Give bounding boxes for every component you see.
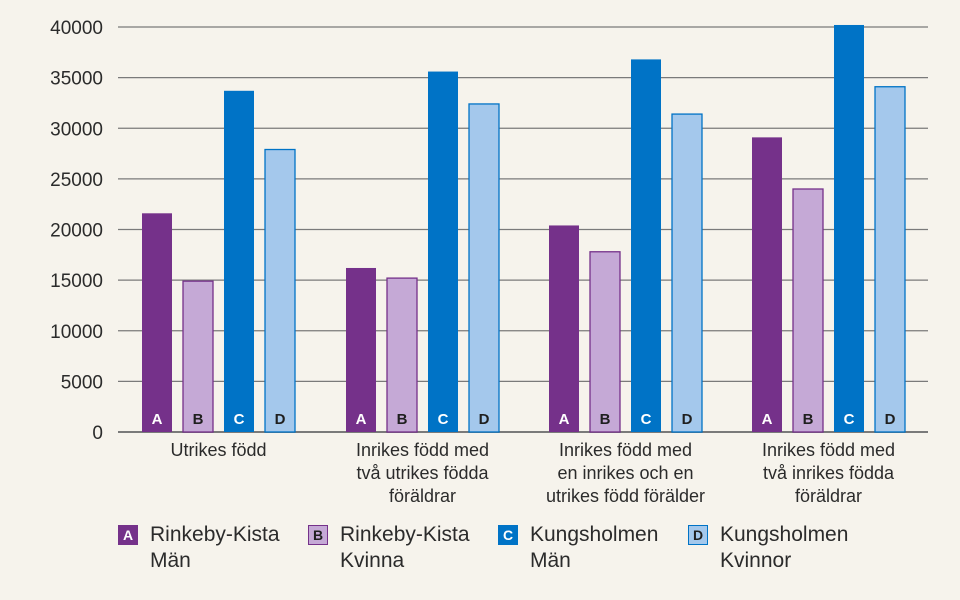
legend-label-line: Kvinna [340, 549, 405, 572]
legend-label-line: Män [530, 549, 571, 572]
bar-letter-label: D [682, 411, 693, 428]
bar-letter-label: A [356, 411, 367, 428]
bar [142, 213, 172, 432]
y-tick-label: 30000 [50, 119, 103, 140]
legend-swatch: D [688, 525, 708, 545]
legend-label-line: Kvinnor [720, 549, 792, 572]
category-label: Inrikes född med [356, 440, 489, 460]
category-label: Inrikes född med [559, 440, 692, 460]
legend-item-c: C Kungsholmen Män [498, 522, 688, 574]
bar-letter-label: D [275, 411, 286, 428]
category-label: föräldrar [389, 486, 456, 506]
bar [386, 277, 418, 433]
bar [834, 24, 864, 432]
bar [752, 137, 782, 433]
bar-letter-label: D [479, 411, 490, 428]
bar-letter-label: C [641, 411, 652, 428]
y-tick-label: 40000 [50, 18, 103, 39]
legend-swatch: C [498, 525, 518, 545]
bar-letter-label: A [152, 411, 163, 428]
bar [346, 267, 376, 432]
bar [428, 71, 458, 433]
category-label: två utrikes födda [356, 463, 489, 483]
bar [182, 280, 214, 433]
bar [792, 188, 824, 433]
legend-item-a: A Rinkeby-Kista Män [118, 522, 308, 574]
bar-letter-label: A [762, 411, 773, 428]
legend-item-b: B Rinkeby-Kista Kvinna [308, 522, 498, 574]
y-tick-label: 10000 [50, 322, 103, 343]
bar-letter-label: C [234, 411, 245, 428]
category-label: utrikes född förälder [546, 486, 705, 506]
legend-label-line: Rinkeby-Kista [150, 523, 280, 546]
bar [264, 148, 296, 433]
legend: A Rinkeby-Kista Män B Rinkeby-Kista Kvinna C Ku… [118, 522, 878, 574]
legend-item-d: D Kungsholmen Kvinnor [688, 522, 878, 574]
y-tick-label: 5000 [61, 372, 103, 393]
bar-letter-label: B [193, 411, 204, 428]
bar [549, 225, 579, 432]
category-label: Utrikes född [170, 440, 266, 460]
legend-label: Kungsholmen Kvinnor [720, 522, 848, 574]
bar-letter-label: B [397, 411, 408, 428]
legend-label: Kungsholmen Män [530, 522, 658, 574]
bar-letter-label: B [600, 411, 611, 428]
bar [631, 59, 661, 433]
bar-letter-label: C [438, 411, 449, 428]
bar-letter-label: C [844, 411, 855, 428]
legend-label-line: Rinkeby-Kista [340, 523, 470, 546]
bar-letter-label: D [885, 411, 896, 428]
bar [224, 90, 254, 432]
y-tick-label: 15000 [50, 271, 103, 292]
y-tick-label: 0 [92, 423, 103, 444]
y-tick-label: 25000 [50, 170, 103, 191]
legend-swatch: A [118, 525, 138, 545]
legend-label-line: Kungsholmen [530, 523, 659, 546]
category-label: en inrikes och en [557, 463, 693, 483]
legend-label-line: Män [150, 549, 191, 572]
bar-chart: 0 5000 10000 15000 20000 25000 30000 35000 40000… [50, 18, 928, 506]
bar-letter-label: B [803, 411, 814, 428]
bar [468, 103, 500, 433]
category-label: Inrikes född med [762, 440, 895, 460]
legend-label-line: Kungsholmen [720, 523, 849, 546]
bar [671, 113, 703, 433]
category-label: två inrikes födda [763, 463, 895, 483]
legend-swatch: B [308, 525, 328, 545]
legend-label: Rinkeby-Kista Kvinna [340, 522, 470, 574]
bar [874, 86, 906, 433]
y-tick-label: 20000 [50, 221, 103, 242]
category-label: föräldrar [795, 486, 862, 506]
bar-letter-label: A [559, 411, 570, 428]
y-tick-label: 35000 [50, 69, 103, 90]
bar [589, 251, 621, 433]
legend-label: Rinkeby-Kista Män [150, 522, 280, 574]
